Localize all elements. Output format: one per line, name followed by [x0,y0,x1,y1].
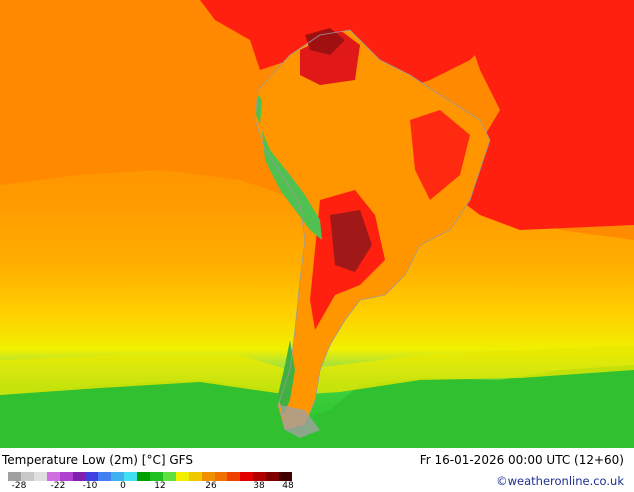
map-footer: Temperature Low (2m) [°C] GFS Fr 16-01-2… [0,448,634,492]
legend-swatch [124,472,138,481]
andes-north-strip [256,95,262,125]
legend-tick: -10 [82,481,98,491]
legend-swatch [111,472,125,481]
temperature-map [0,0,634,448]
legend-swatch [214,472,228,481]
legend-swatch [33,472,47,481]
color-scale-legend [8,472,292,481]
andes-cold-strip [262,130,322,240]
legend-swatch [162,472,176,481]
legend-tick: 48 [282,481,294,491]
legend-tick: -28 [11,481,27,491]
legend-swatch [46,472,60,481]
legend-swatch [266,472,280,481]
map-title: Temperature Low (2m) [°C] GFS [2,453,193,467]
legend-swatch [227,472,241,481]
legend-swatch [72,472,86,481]
legend-tick: 12 [154,481,166,491]
legend-swatch [175,472,189,481]
north-very-hot [305,28,345,55]
legend-swatch [240,472,254,481]
legend-swatch [149,472,163,481]
legend-tick: 38 [253,481,265,491]
tierra-del-fuego [280,405,320,438]
legend-swatch [201,472,215,481]
credit-link[interactable]: ©weatheronline.co.uk [496,474,624,488]
legend-tick: 26 [205,481,217,491]
andes-south-strip [278,340,295,415]
legend-swatch [188,472,202,481]
legend-swatch [98,472,112,481]
southern-cold-zone [0,365,634,448]
legend-swatch [59,472,73,481]
legend-swatch [279,472,292,481]
legend-tick: 0 [120,481,126,491]
atlantic-hot-zone [460,0,634,230]
chaco-very-hot [330,210,372,272]
run-info: Fr 16-01-2026 00:00 UTC (12+60) [419,453,624,467]
legend-tick-labels: -28 -22 -10 0 12 26 38 48 [0,482,300,492]
coastline [254,29,491,431]
legend-swatch [85,472,99,481]
legend-tick: -22 [50,481,66,491]
legend-swatch [20,472,34,481]
brazil-hot-zone [410,110,470,200]
legend-swatch [8,472,21,481]
legend-swatch [253,472,267,481]
legend-swatch [137,472,150,481]
